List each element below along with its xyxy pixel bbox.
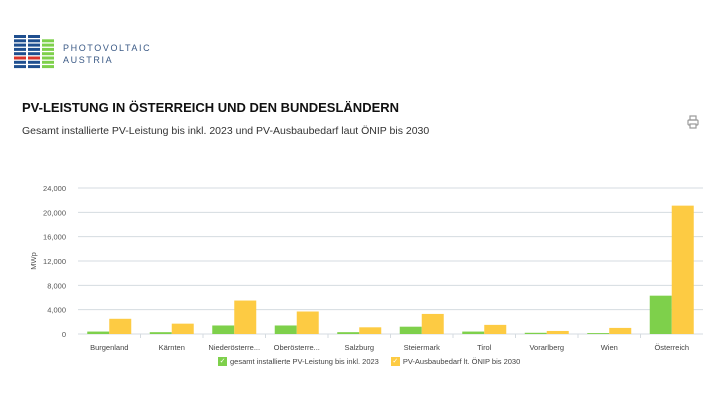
bar-target	[671, 205, 694, 334]
bar-installed	[524, 332, 547, 334]
x-tick-label: Österreich	[654, 343, 689, 352]
x-tick-label: Tirol	[477, 343, 492, 352]
bar-target	[609, 327, 632, 334]
y-tick-label: 24,000	[43, 184, 66, 193]
bar-target	[296, 311, 319, 334]
legend-label: PV-Ausbaubedarf lt. ÖNIP bis 2030	[402, 357, 521, 366]
printer-icon[interactable]	[687, 115, 699, 134]
legend-item-installed[interactable]: ✓ gesamt installierte PV-Leistung bis in…	[218, 357, 379, 366]
bar-installed	[399, 326, 422, 334]
photovoltaic-austria-logo	[14, 33, 56, 76]
bar-target	[171, 323, 194, 334]
brand-line-1: PHOTOVOLTAIC	[63, 43, 152, 53]
x-tick-label: Niederösterre...	[208, 343, 260, 352]
bar-target	[234, 300, 257, 334]
bar-target	[546, 330, 569, 334]
y-tick-label: 20,000	[43, 208, 66, 217]
y-axis-label: MWp	[29, 252, 38, 270]
legend-label: gesamt installierte PV-Leistung bis inkl…	[230, 357, 379, 366]
x-tick-label: Wien	[601, 343, 618, 352]
bar-installed	[649, 295, 672, 334]
x-tick-label: Steiermark	[404, 343, 441, 352]
bar-installed	[462, 331, 485, 334]
x-tick-label: Kärnten	[159, 343, 185, 352]
bar-target	[109, 318, 132, 334]
bar-target	[484, 324, 507, 334]
bar-installed	[337, 332, 360, 334]
checkbox-icon: ✓	[390, 357, 400, 366]
brand-line-2: AUSTRIA	[63, 55, 114, 65]
y-tick-label: 8,000	[47, 281, 66, 290]
chart-title: PV-LEISTUNG IN ÖSTERREICH UND DEN BUNDES…	[22, 100, 400, 115]
bar-installed	[274, 325, 297, 334]
bar-installed	[587, 333, 610, 334]
chart-subtitle: Gesamt installierte PV-Leistung bis inkl…	[22, 125, 430, 137]
x-tick-label: Burgenland	[90, 343, 128, 352]
legend: ✓ gesamt installierte PV-Leistung bis in…	[218, 357, 520, 366]
checkbox-icon: ✓	[218, 357, 227, 366]
x-tick-label: Vorarlberg	[529, 343, 564, 352]
logo-icon	[14, 35, 54, 69]
bar-installed	[212, 325, 235, 334]
y-tick-label: 4,000	[47, 306, 66, 315]
bar-installed	[87, 331, 110, 334]
bar-target	[421, 313, 444, 334]
legend-item-target[interactable]: ✓ PV-Ausbaubedarf lt. ÖNIP bis 2030	[390, 357, 521, 366]
x-tick-label: Salzburg	[344, 343, 374, 352]
y-tick-label: 12,000	[43, 257, 66, 266]
brand-name: PHOTOVOLTAIC AUSTRIA	[63, 42, 151, 66]
x-tick-label: Oberösterre...	[274, 343, 320, 352]
y-tick-label: 0	[62, 330, 66, 339]
bar-target	[359, 327, 382, 334]
y-tick-label: 16,000	[43, 233, 66, 242]
bar-installed	[149, 332, 172, 334]
